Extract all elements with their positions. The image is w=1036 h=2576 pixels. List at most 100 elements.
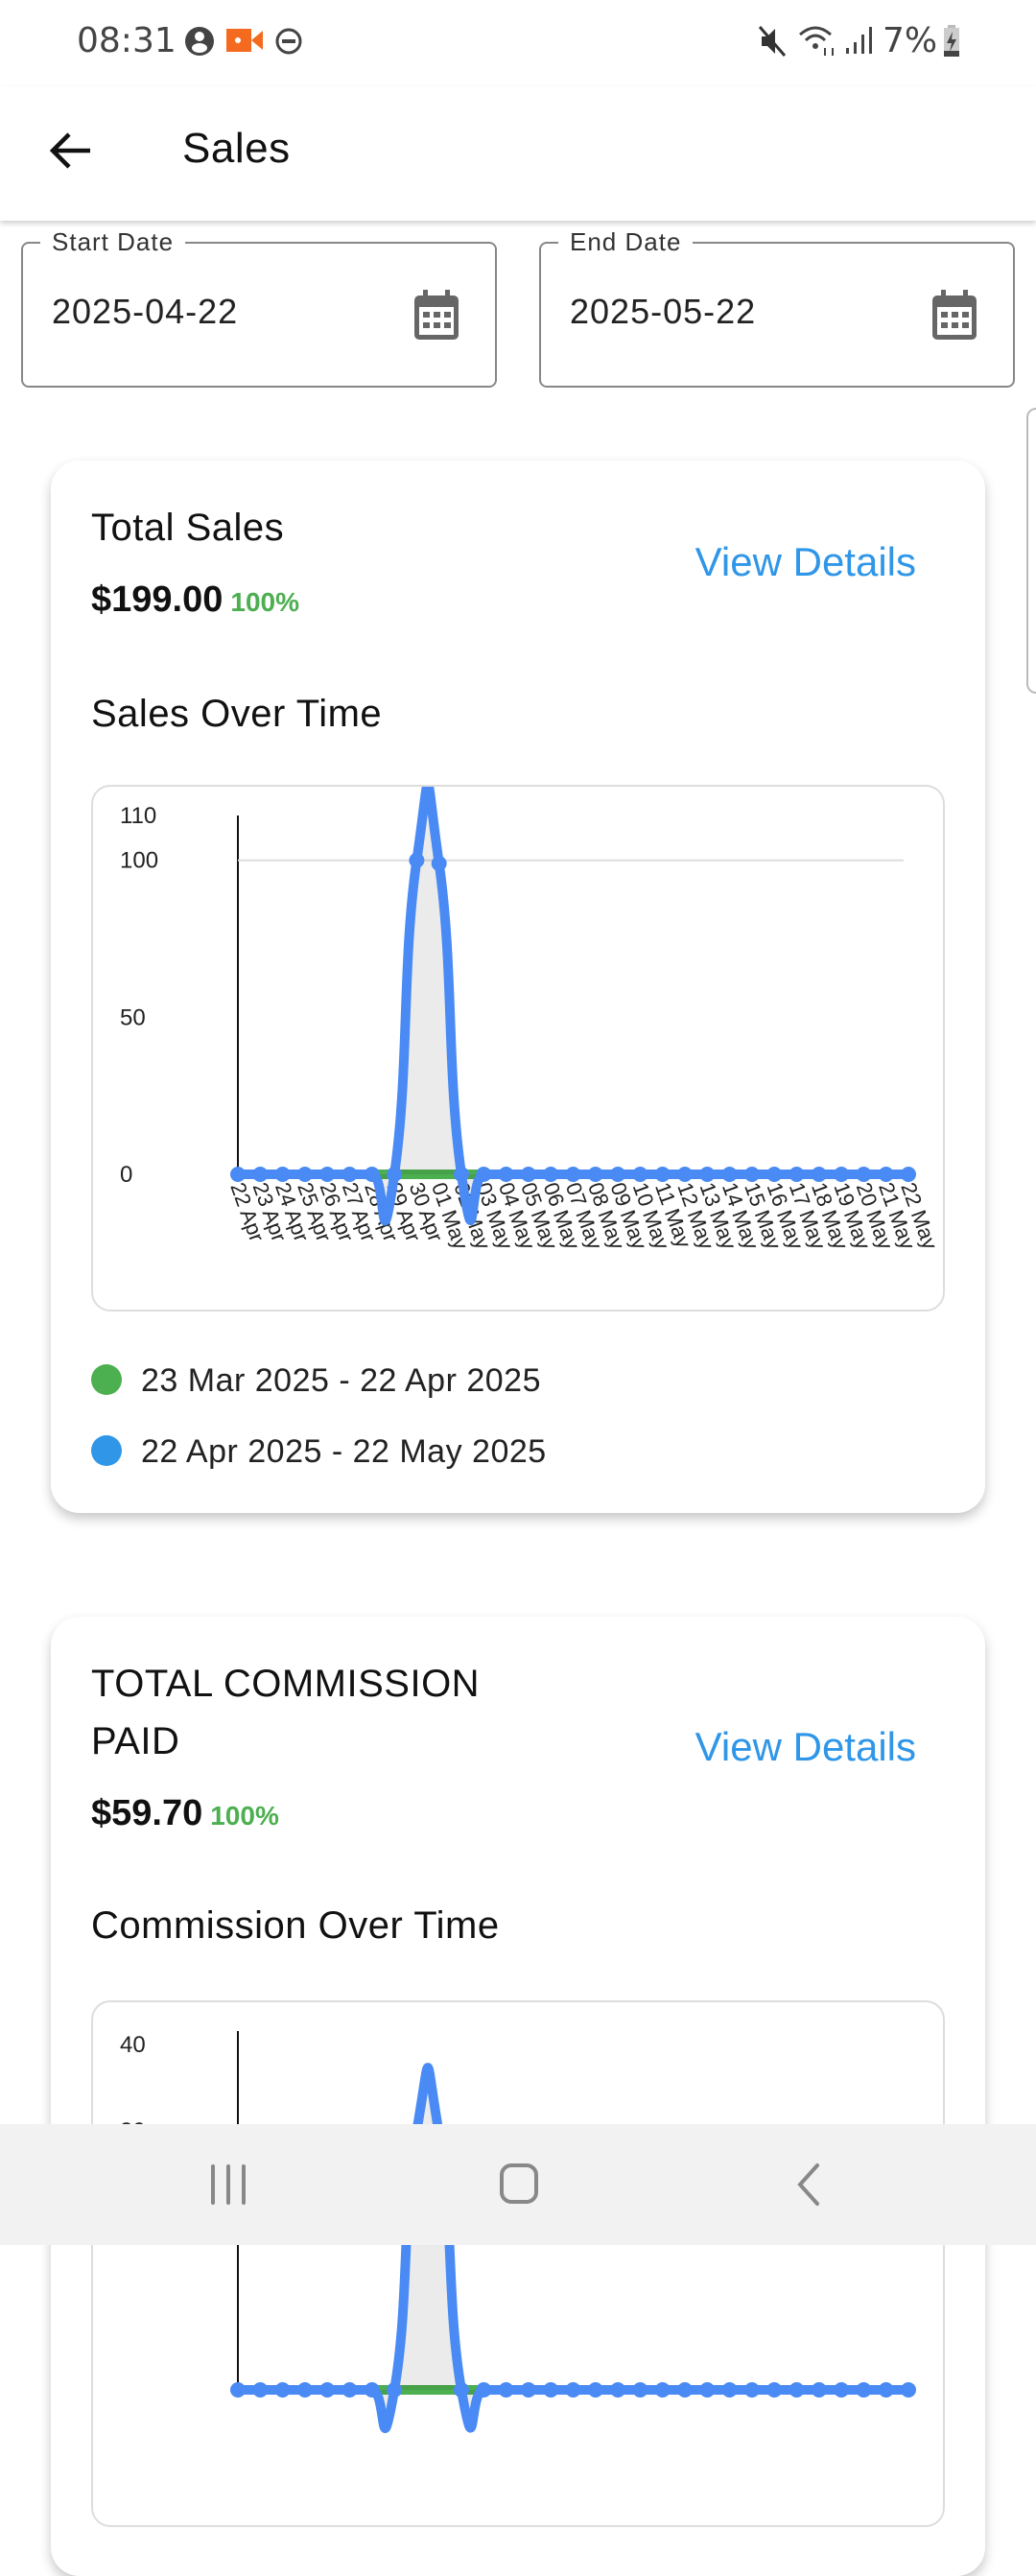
sales-amount: $199.00 100% bbox=[91, 579, 299, 621]
data-point bbox=[901, 1167, 916, 1182]
video-record-icon bbox=[226, 29, 263, 52]
data-point bbox=[878, 1167, 894, 1182]
chart-title: Sales Over Time bbox=[91, 693, 383, 735]
commission-chart: 3040 bbox=[91, 2000, 945, 2527]
series-area bbox=[238, 787, 908, 1221]
total-commission-card: TOTAL COMMISSION PAID $59.70 100% View De… bbox=[51, 1617, 985, 2576]
data-point bbox=[677, 2382, 693, 2398]
data-point bbox=[274, 2382, 291, 2398]
data-point bbox=[274, 1167, 291, 1182]
data-point bbox=[409, 852, 425, 868]
data-point bbox=[364, 1167, 380, 1182]
legend-item-previous: 23 Mar 2025 - 22 Apr 2025 bbox=[91, 1362, 541, 1400]
data-point bbox=[834, 1167, 850, 1182]
view-details-link[interactable]: View Details bbox=[695, 539, 916, 584]
data-point bbox=[252, 1167, 269, 1182]
card-title: Total Sales bbox=[91, 507, 285, 549]
amount-value: $59.70 bbox=[91, 1793, 203, 1833]
scroll-handle[interactable] bbox=[1026, 408, 1036, 694]
data-point bbox=[856, 1167, 872, 1182]
data-point bbox=[543, 1167, 559, 1182]
data-point bbox=[341, 2382, 358, 2398]
data-point bbox=[319, 2382, 336, 2398]
signal-icon bbox=[846, 27, 872, 54]
data-point bbox=[520, 1167, 536, 1182]
start-date-field[interactable]: Start Date 2025-04-22 bbox=[21, 227, 497, 388]
data-point bbox=[654, 1167, 671, 1182]
data-point bbox=[789, 2382, 805, 2398]
series-line bbox=[233, 2063, 913, 2433]
end-date-label: End Date bbox=[558, 227, 694, 257]
data-point bbox=[565, 1167, 581, 1182]
data-point bbox=[901, 2382, 916, 2398]
home-icon[interactable] bbox=[499, 2162, 541, 2207]
data-point bbox=[654, 2382, 671, 2398]
data-point bbox=[454, 1167, 469, 1182]
data-point bbox=[431, 856, 447, 871]
data-point bbox=[721, 1167, 738, 1182]
data-point bbox=[364, 2382, 380, 2398]
legend-label: 22 Apr 2025 - 22 May 2025 bbox=[141, 1433, 547, 1470]
end-date-field[interactable]: End Date 2025-05-22 bbox=[539, 227, 1015, 388]
account-icon bbox=[185, 27, 214, 56]
data-point bbox=[834, 2382, 850, 2398]
recent-apps-icon[interactable] bbox=[209, 2162, 251, 2207]
data-point bbox=[341, 1167, 358, 1182]
data-point bbox=[476, 1167, 492, 1182]
change-badge: 100% bbox=[210, 1801, 279, 1831]
card-title: TOTAL COMMISSION bbox=[91, 1663, 481, 1705]
total-sales-card: Total Sales $199.00 100% View Details Sal… bbox=[51, 461, 985, 1513]
arrow-left-icon[interactable] bbox=[48, 129, 92, 173]
series-area bbox=[238, 2068, 908, 2428]
data-point bbox=[520, 2382, 536, 2398]
data-point bbox=[766, 1167, 783, 1182]
data-point bbox=[230, 1167, 246, 1182]
start-date-label: Start Date bbox=[40, 227, 186, 257]
data-point bbox=[319, 1167, 336, 1182]
data-point bbox=[743, 1167, 760, 1182]
navigation-bar bbox=[0, 2124, 1036, 2245]
amount-value: $199.00 bbox=[91, 579, 224, 620]
data-point bbox=[543, 2382, 559, 2398]
data-point bbox=[811, 2382, 827, 2398]
y-tick-label: 50 bbox=[120, 1004, 146, 1030]
data-point bbox=[632, 2382, 648, 2398]
status-bar: 08:31 7% bbox=[0, 0, 1036, 86]
card-title-line2: PAID bbox=[91, 1720, 180, 1762]
series-line bbox=[233, 787, 913, 1226]
data-point bbox=[454, 2382, 469, 2398]
data-point bbox=[230, 2382, 246, 2398]
y-tick-label: 110 bbox=[120, 803, 156, 829]
change-badge: 100% bbox=[230, 587, 299, 617]
back-icon[interactable] bbox=[794, 2162, 823, 2207]
y-tick-label: 40 bbox=[120, 2032, 146, 2058]
mute-icon bbox=[758, 26, 787, 57]
data-point bbox=[878, 2382, 894, 2398]
y-tick-label: 0 bbox=[120, 1162, 132, 1188]
page-title: Sales bbox=[182, 125, 291, 172]
legend-label: 23 Mar 2025 - 22 Apr 2025 bbox=[141, 1362, 541, 1399]
do-not-disturb-icon bbox=[275, 28, 302, 55]
data-point bbox=[296, 1167, 313, 1182]
status-time: 08:31 bbox=[77, 21, 177, 60]
view-details-link[interactable]: View Details bbox=[695, 1724, 916, 1769]
data-point bbox=[766, 2382, 783, 2398]
wifi-icon bbox=[799, 26, 834, 56]
data-point bbox=[743, 2382, 760, 2398]
data-point bbox=[610, 1167, 626, 1182]
data-point bbox=[587, 1167, 603, 1182]
calendar-icon[interactable] bbox=[930, 290, 978, 342]
data-point bbox=[632, 1167, 648, 1182]
data-point bbox=[565, 2382, 581, 2398]
battery-charging-icon bbox=[944, 25, 959, 57]
data-point bbox=[498, 2382, 514, 2398]
data-point bbox=[476, 2382, 492, 2398]
data-point bbox=[677, 1167, 693, 1182]
calendar-icon[interactable] bbox=[412, 290, 460, 342]
legend-dot-green bbox=[91, 1364, 122, 1395]
data-point bbox=[296, 2382, 313, 2398]
data-point bbox=[610, 2382, 626, 2398]
data-point bbox=[699, 1167, 716, 1182]
data-point bbox=[498, 1167, 514, 1182]
battery-percent: 7% bbox=[883, 21, 938, 60]
